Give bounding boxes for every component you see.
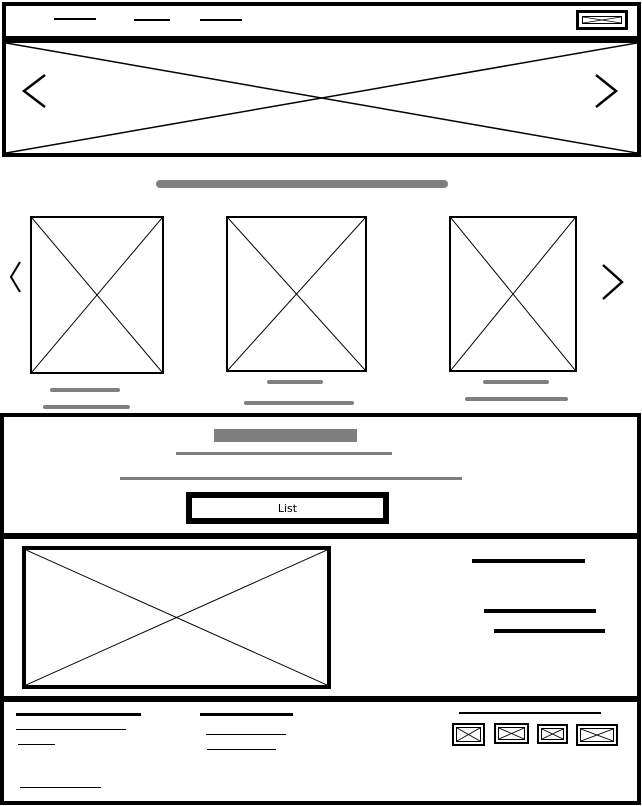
hero-banner-placeholder: [2, 39, 641, 157]
hero-next-chevron-icon[interactable]: [592, 72, 622, 110]
image-placeholder-icon: [32, 218, 162, 372]
section-heading-placeholder: [156, 180, 448, 188]
product-card-subtitle-1: [43, 405, 130, 409]
social-placeholder-icon: [457, 728, 480, 741]
image-placeholder-icon: [26, 550, 327, 685]
social-placeholder-icon: [499, 728, 524, 739]
cta-description-placeholder: [120, 477, 462, 480]
header-nav: [2, 2, 641, 40]
footer-col1-link-1[interactable]: [16, 729, 126, 730]
product-card-subtitle-2: [244, 401, 354, 405]
cta-heading-placeholder: [214, 429, 357, 442]
nav-link-3[interactable]: [200, 19, 242, 21]
product-card-title-1: [50, 388, 120, 392]
feature-heading-placeholder: [472, 559, 585, 563]
social-icon-1[interactable]: [452, 723, 485, 746]
nav-link-1[interactable]: [54, 18, 96, 20]
product-card-subtitle-3: [465, 397, 568, 401]
social-icon-4[interactable]: [576, 724, 618, 746]
product-card-image-3[interactable]: [449, 216, 577, 372]
footer-col2-heading: [200, 713, 293, 716]
product-card-title-2: [267, 380, 323, 384]
logo-placeholder-icon: [583, 17, 621, 23]
social-placeholder-icon: [542, 729, 563, 739]
social-icon-3[interactable]: [537, 724, 568, 744]
social-icon-2[interactable]: [494, 723, 529, 744]
image-placeholder-icon: [228, 218, 365, 370]
footer-col2-link-2[interactable]: [207, 749, 276, 750]
footer-col1-link-3[interactable]: [20, 787, 101, 788]
footer-col1-link-2[interactable]: [18, 744, 55, 745]
carousel-next-chevron-icon[interactable]: [598, 262, 626, 302]
hero-image-placeholder-icon: [6, 43, 637, 153]
hero-prev-chevron-icon[interactable]: [20, 72, 50, 110]
product-card-image-2[interactable]: [226, 216, 367, 372]
carousel-prev-chevron-icon[interactable]: [4, 258, 24, 296]
feature-image-placeholder[interactable]: [22, 546, 331, 689]
feature-text-line-2: [494, 629, 605, 633]
footer-col1-heading: [16, 713, 141, 716]
footer-social-heading: [459, 712, 601, 714]
logo-image-placeholder[interactable]: [576, 10, 628, 30]
footer-col2-link-1[interactable]: [206, 734, 286, 735]
social-placeholder-icon: [581, 729, 613, 741]
product-card-image-1[interactable]: [30, 216, 164, 374]
cta-subheading-placeholder: [176, 452, 392, 455]
list-button[interactable]: List: [186, 492, 389, 524]
nav-link-2[interactable]: [134, 19, 170, 21]
feature-text-line-1: [484, 609, 596, 613]
image-placeholder-icon: [451, 218, 575, 370]
product-card-title-3: [483, 380, 549, 384]
list-button-label: List: [277, 501, 298, 515]
